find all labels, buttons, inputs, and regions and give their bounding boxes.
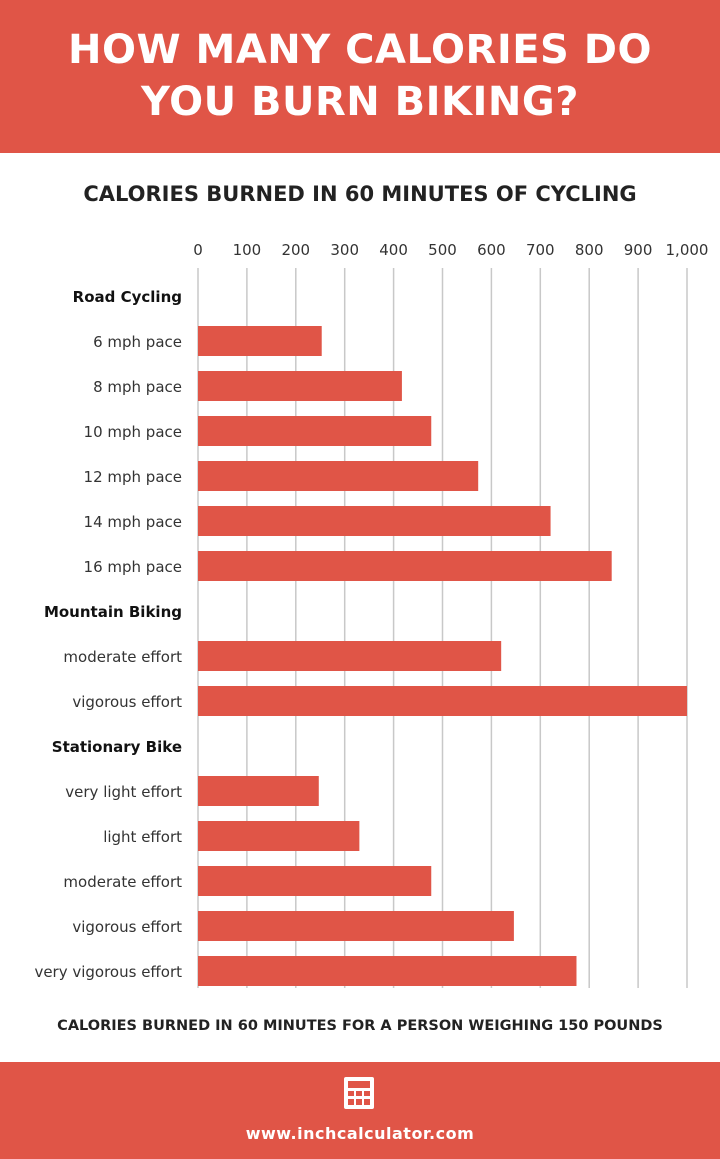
- website-link[interactable]: www.inchcalculator.com: [245, 1124, 475, 1143]
- bar: [198, 416, 432, 446]
- page-title: HOW MANY CALORIES DO YOU BURN BIKING?: [0, 0, 720, 128]
- x-tick-label: 100: [233, 241, 262, 259]
- group-label: Road Cycling: [73, 288, 182, 306]
- group-label: Mountain Biking: [44, 603, 182, 621]
- x-tick-label: 300: [330, 241, 359, 259]
- title-line-2: YOU BURN BIKING?: [141, 79, 579, 125]
- category-label: 16 mph pace: [84, 558, 182, 576]
- x-tick-label: 1,000: [666, 241, 709, 259]
- bar: [198, 911, 514, 941]
- x-tick-label: 600: [477, 241, 506, 259]
- bar: [198, 551, 612, 581]
- x-tick-label: 200: [281, 241, 310, 259]
- bar: [198, 461, 479, 491]
- chart-title: CALORIES BURNED IN 60 MINUTES OF CYCLING: [83, 182, 637, 206]
- x-tick-label: 0: [193, 241, 203, 259]
- category-label: 10 mph pace: [84, 423, 182, 441]
- x-tick-label: 500: [428, 241, 457, 259]
- bar: [198, 506, 551, 536]
- header-banner: HOW MANY CALORIES DO YOU BURN BIKING?: [0, 0, 720, 153]
- category-label: 12 mph pace: [84, 468, 182, 486]
- x-axis-label: CALORIES BURNED IN 60 MINUTES FOR A PERS…: [57, 1018, 663, 1034]
- x-tick-label: 900: [624, 241, 653, 259]
- category-label: 14 mph pace: [84, 513, 182, 531]
- x-tick-label: 700: [526, 241, 555, 259]
- calculator-icon: [344, 1077, 374, 1109]
- category-label: 6 mph pace: [93, 333, 182, 351]
- bar: [198, 866, 432, 896]
- category-label: moderate effort: [63, 648, 182, 666]
- group-label: Stationary Bike: [52, 738, 182, 756]
- category-label: vigorous effort: [72, 693, 182, 711]
- footer-banner: www.inchcalculator.com: [0, 1062, 720, 1159]
- x-tick-label: 400: [379, 241, 408, 259]
- bar: [198, 821, 360, 851]
- bar: [198, 641, 502, 671]
- x-tick-label: 800: [575, 241, 604, 259]
- category-label: 8 mph pace: [93, 378, 182, 396]
- bar: [198, 686, 687, 716]
- category-label: vigorous effort: [72, 918, 182, 936]
- bar: [198, 326, 322, 356]
- bar: [198, 371, 402, 401]
- category-label: very light effort: [65, 783, 182, 801]
- category-label: light effort: [103, 828, 182, 846]
- title-line-1: HOW MANY CALORIES DO: [68, 27, 652, 73]
- bar: [198, 956, 577, 986]
- category-label: moderate effort: [63, 873, 182, 891]
- bar: [198, 776, 319, 806]
- category-label: very vigorous effort: [34, 963, 182, 981]
